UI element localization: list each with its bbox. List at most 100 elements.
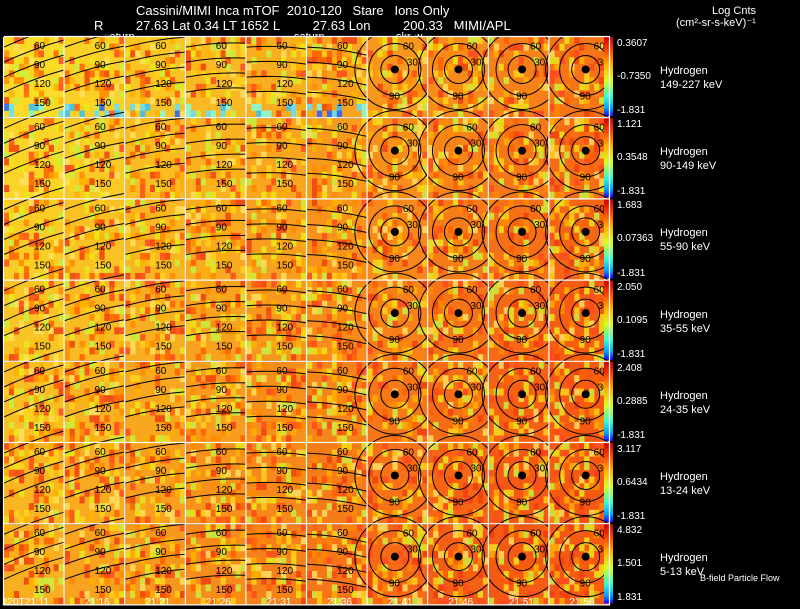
contour-label: 120 (276, 323, 293, 334)
image-cell (417, 28, 499, 118)
image-cell (64, 111, 125, 199)
contour-label: 150 (337, 504, 354, 515)
contour-label: 60 (155, 203, 167, 214)
contour-label: 30 (534, 545, 546, 556)
contour-label: 60 (594, 41, 606, 52)
contour-label: 60 (337, 528, 349, 539)
contour-label: 60 (403, 447, 415, 458)
contour-label: 90 (452, 579, 464, 590)
ephem-l-value: 27.63 (312, 18, 346, 33)
image-cell (306, 524, 367, 605)
image-cell (246, 37, 307, 118)
contour-label: 90 (34, 304, 46, 315)
contour-label: 90 (34, 141, 46, 152)
contour-label: 90 (516, 416, 528, 427)
image-cell (185, 280, 246, 362)
time-tick-label: 21:21 (145, 597, 171, 608)
contour-label: 150 (276, 423, 293, 434)
contour-label: 90 (276, 304, 288, 315)
contour-label: 150 (155, 342, 172, 353)
contour-label: 150 (276, 585, 293, 596)
contour-label: 120 (34, 404, 51, 415)
contour-label: 60 (34, 203, 46, 214)
image-cell (64, 355, 125, 443)
contour-label: 120 (95, 566, 112, 577)
contour-label: 60 (466, 366, 478, 377)
contour-label: 60 (34, 41, 46, 52)
contour-label: 90 (216, 304, 228, 315)
time-tick-label: 120T21:11 (2, 597, 50, 608)
scale-min-value: 1.831 (617, 592, 643, 604)
image-cell (545, 110, 627, 199)
contour-label: 120 (34, 160, 51, 171)
ephem-lt-value: 1652 (240, 18, 270, 33)
image-cell (246, 118, 307, 199)
contour-label: 120 (34, 323, 51, 334)
image-cell (545, 434, 627, 524)
contour-label: 60 (276, 366, 288, 377)
contour-label: 60 (276, 528, 288, 539)
contour-label: 90 (337, 141, 349, 152)
contour-label: 120 (216, 485, 233, 496)
contour-label: 60 (466, 123, 478, 134)
contour-label: 90 (216, 60, 228, 71)
contour-label: 150 (276, 98, 293, 109)
image-cell (354, 353, 436, 443)
time-tick-label: 21:46 (448, 597, 474, 608)
contour-label: 30 (534, 57, 546, 68)
units-line-1: Log Cnts (712, 5, 757, 17)
contour-label: 90 (337, 385, 349, 396)
contour-label: 120 (95, 79, 112, 90)
contour-label: 150 (216, 423, 233, 434)
contour-label: 90 (95, 466, 107, 477)
row-species-label: Hydrogen (660, 471, 708, 483)
image-cell (185, 361, 246, 443)
contour-label: 60 (403, 285, 415, 296)
contour-label: 150 (95, 179, 112, 190)
contour-label: 120 (337, 404, 354, 415)
contour-label: 120 (95, 323, 112, 334)
image-cell (545, 272, 627, 362)
contour-label: 90 (276, 60, 288, 71)
contour-label: 150 (95, 260, 112, 271)
contour-label: 60 (216, 203, 228, 214)
contour-label: 120 (155, 241, 172, 252)
contour-label: 60 (594, 447, 606, 458)
time-tick-label: 21:16 (84, 597, 110, 608)
contour-label: 90 (389, 497, 401, 508)
image-cell (246, 524, 307, 605)
scale-max-value: 3.117 (617, 444, 642, 455)
image-cell (417, 516, 499, 605)
contour-label: 30 (407, 545, 419, 556)
scale-min-value: -1.831 (617, 511, 646, 523)
header-species-filter: Ions Only (394, 3, 450, 18)
contour-label: 60 (216, 366, 228, 377)
contour-label: 30 (534, 463, 546, 474)
institution: MIMI/APL (453, 18, 511, 33)
ephem-lat-value: 0.34 (193, 18, 220, 33)
contour-label: 150 (276, 504, 293, 515)
contour-label: 90 (580, 254, 592, 265)
contour-label: 30 (470, 301, 482, 312)
image-cell (481, 191, 563, 280)
contour-label: 120 (34, 79, 51, 90)
contour-label: 120 (337, 241, 354, 252)
image-cell (185, 443, 246, 524)
contour-label: 60 (95, 285, 107, 296)
contour-label: 60 (594, 529, 606, 540)
contour-label: 150 (34, 179, 51, 190)
image-cell (545, 191, 627, 280)
contour-label: 60 (155, 447, 167, 458)
contour-label: 150 (337, 423, 354, 434)
image-cell (417, 110, 499, 199)
ephem-lt-label: LT (222, 18, 237, 33)
contour-label: 120 (216, 566, 233, 577)
contour-label: 90 (337, 466, 349, 477)
contour-label: 60 (34, 285, 46, 296)
contour-label: 30 (407, 382, 419, 393)
contour-label: 90 (580, 497, 592, 508)
contour-label: 60 (216, 285, 228, 296)
contour-label: 120 (276, 566, 293, 577)
contour-label: 150 (95, 585, 112, 596)
contour-label: 60 (95, 528, 107, 539)
